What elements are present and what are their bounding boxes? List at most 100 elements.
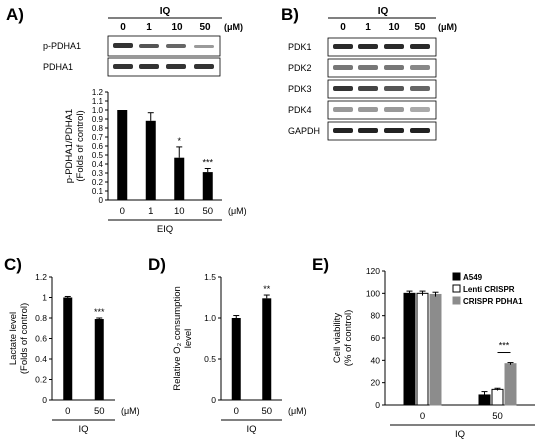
y-tick-label: 0.2 [35, 375, 47, 385]
panel-a: A) IQ 0 1 10 50 (μM) p-PDHA1 PDHA1 [6, 5, 243, 77]
blot-bands-p-pdha1 [113, 43, 214, 48]
blot-band-pdk3 [333, 86, 353, 91]
bar [145, 120, 156, 200]
panel-d-label: D) [148, 255, 166, 274]
blot-strip-p-pdha1 [107, 35, 221, 57]
y-tick-label: 1.0 [92, 106, 104, 115]
x-tick-label: 50 [202, 206, 213, 217]
legend-label: A549 [463, 273, 483, 282]
y-tick-label: 80 [371, 311, 381, 321]
blot-band-pdk4 [358, 107, 378, 112]
blot-band-pdk1 [358, 44, 378, 49]
y-tick-label: 1 [42, 293, 47, 303]
blot-band-gapdh [410, 128, 430, 133]
blot-bands-pdha1 [113, 64, 214, 69]
blot-strip-pdk1 [327, 37, 437, 57]
y-axis-label: Relative O₂ consumption [172, 286, 183, 391]
blot-band-pdk4 [410, 107, 430, 112]
legend-swatch [452, 272, 461, 281]
y-axis-label: Lactate level [8, 312, 19, 365]
panel-a-iq-label: IQ [160, 6, 171, 17]
blot-strip-pdha1 [107, 57, 221, 77]
y-tick-label: 40 [371, 355, 381, 365]
y-axis-label: (Folds of control) [75, 110, 86, 181]
blot-band-pdk3 [384, 86, 404, 91]
panel-a-dose-0: 0 [120, 22, 126, 33]
y-tick-label: 0.3 [92, 169, 104, 178]
blot-strip-pdk3 [327, 79, 437, 99]
y-tick-label: 0.8 [35, 313, 47, 323]
bar [94, 319, 104, 400]
panel-a-dose-1: 1 [146, 22, 152, 33]
y-tick-label: 60 [371, 333, 381, 343]
x-tick-label: 0 [420, 411, 425, 422]
blot-label-gapdh: GAPDH [288, 126, 320, 136]
x-tick-label: 0 [65, 406, 70, 417]
blot-band-gapdh [384, 128, 404, 133]
group-label: IQ [246, 424, 256, 435]
blot-band-pdk1 [384, 44, 404, 49]
significance-mark: *** [202, 158, 213, 168]
bar-a549 [403, 292, 416, 406]
legend-label: CRISPR PDHA1 [463, 297, 523, 306]
blot-band-gapdh [333, 128, 353, 133]
bar [262, 298, 272, 400]
legend-label: Lenti CRISPR [463, 285, 515, 294]
blot-band-pdk1 [333, 44, 353, 49]
y-tick-label: 100 [366, 288, 380, 298]
panel-a-unit: (μM) [224, 22, 243, 32]
y-axis-label: Cell viability [332, 313, 343, 363]
bar [202, 172, 213, 200]
panel-b-blots: PDK1 PDK2 PDK3 PDK4 GAPDH [288, 37, 437, 141]
panel-b-dose-0: 0 [340, 22, 346, 33]
bar [63, 297, 73, 400]
x-tick-label: 50 [94, 406, 105, 417]
legend-swatch [452, 296, 461, 305]
bar [117, 110, 128, 200]
panel-b-label: B) [281, 5, 299, 24]
y-tick-label: 120 [366, 266, 380, 276]
x-tick-label: 1 [148, 206, 153, 217]
x-unit-label: (μM) [288, 406, 307, 416]
x-tick-label: 0 [120, 206, 125, 217]
blot-label-pdk2: PDK2 [288, 63, 312, 73]
legend-swatch [452, 284, 461, 293]
panel-e-label: E) [312, 255, 329, 274]
y-tick-label: 1.2 [35, 272, 47, 282]
x-tick-label: 0 [234, 406, 239, 417]
y-tick-label: 0.6 [35, 334, 47, 344]
y-axis-label: (% of control) [343, 310, 354, 367]
blot-band-pdk4 [384, 107, 404, 112]
blot-band-pdk3 [358, 86, 378, 91]
y-tick-label: 0.8 [92, 124, 104, 133]
y-axis-label: level [183, 329, 194, 349]
bar-lenti-crispr [416, 292, 429, 406]
chart-a: 00.10.20.30.40.50.60.70.80.91.01.11.2p-P… [64, 88, 247, 235]
panel-b-dose-3: 50 [414, 22, 426, 33]
panel-c-label: C) [4, 255, 22, 274]
y-tick-label: 1.0 [204, 313, 216, 323]
y-tick-label: 20 [371, 378, 381, 388]
significance-mark: * [177, 136, 181, 146]
blot-strip-pdk2 [327, 58, 437, 78]
y-axis-label: (Folds of control) [19, 303, 30, 374]
y-tick-label: 0 [375, 400, 380, 410]
y-tick-label: 0.9 [92, 115, 104, 124]
bar [231, 318, 241, 400]
y-tick-label: 0.2 [92, 178, 104, 187]
panel-a-label: A) [6, 5, 24, 24]
blot-band-pdk3 [410, 86, 430, 91]
y-tick-label: 0.4 [35, 354, 47, 364]
y-tick-label: 0.5 [204, 354, 216, 364]
blot-band-pdk2 [358, 65, 378, 70]
y-tick-label: 0.5 [92, 151, 104, 160]
chart-c: 0 0.2 0.4 0.6 0.8 1 1.2 Lactate level (Folds of … [8, 272, 140, 435]
y-tick-label: 0.6 [92, 142, 104, 151]
chart-d: 0 0.5 1.0 1.5 Relative O₂ consumption level 0 *… [172, 272, 307, 435]
panel-a-dose-2: 10 [171, 22, 183, 33]
blot-band-pdk2 [333, 65, 353, 70]
panel-b-dose-1: 1 [365, 22, 371, 33]
y-tick-label: 0.1 [92, 187, 104, 196]
bar-crispr-pdha1 [429, 293, 442, 406]
